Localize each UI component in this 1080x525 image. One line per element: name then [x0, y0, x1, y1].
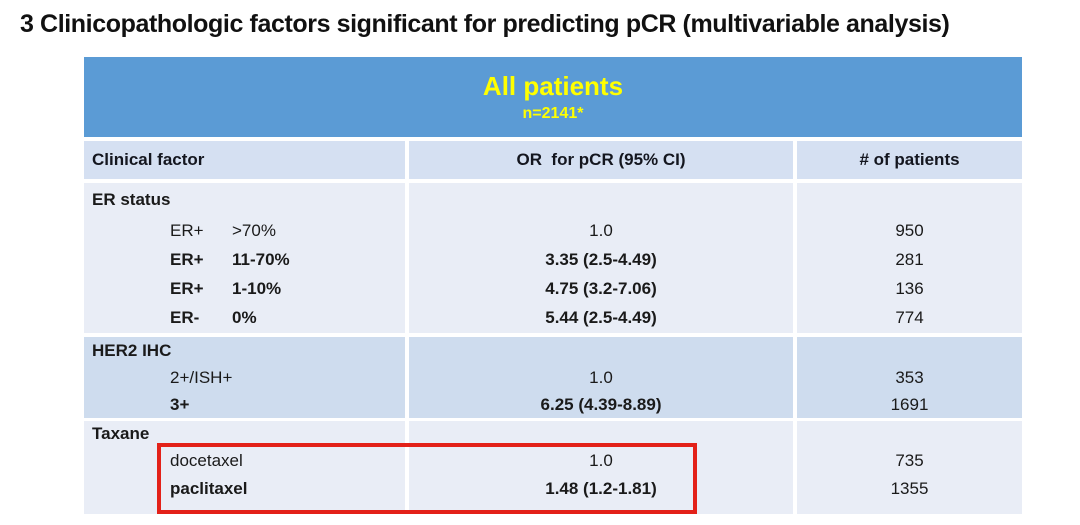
column-divider [405, 141, 409, 514]
group-taxane: Taxane docetaxel 1.0 735 paclitaxel 1.48… [84, 421, 1022, 514]
row-or-er-neg: 5.44 (2.5-4.49) [545, 307, 657, 327]
row-n-er-neg: 774 [895, 307, 924, 327]
col-header-num-patients: # of patients [859, 150, 960, 169]
group-label-taxane: Taxane [92, 424, 150, 443]
row-n-er-1-10: 136 [895, 278, 924, 298]
col-header-or-pcr: OR for pCR (95% CI) [516, 150, 686, 169]
row-label-part: ER+ [170, 249, 204, 269]
row-label-her2-2plus: 2+/ISH+ [84, 364, 405, 391]
row-or-docetaxel: 1.0 [589, 451, 613, 470]
row-label-part: docetaxel [170, 451, 243, 470]
row-label-er-1-10: ER+ 1-10% [84, 274, 405, 303]
group-her2-ihc: HER2 IHC 2+/ISH+ 1.0 353 3+ 6.25 (4.39-8… [84, 337, 1022, 418]
row-n-her2-3plus: 1691 [890, 394, 929, 414]
row-or-paclitaxel: 1.48 (1.2-1.81) [545, 479, 657, 498]
row-label-part: 0% [232, 307, 257, 327]
results-table: All patients n=2141* Clinical factor OR … [84, 57, 1022, 514]
row-label-part: 3+ [170, 394, 190, 414]
row-label-er-11-70: ER+ 11-70% [84, 245, 405, 274]
row-or-er-1-10: 4.75 (3.2-7.06) [545, 278, 657, 298]
group-label-her2-ihc: HER2 IHC [92, 340, 172, 360]
row-label-part: >70% [232, 220, 276, 240]
row-label-part: 11-70% [232, 249, 290, 269]
empty-cell [409, 421, 793, 447]
row-n-er-11-70: 281 [895, 249, 924, 269]
empty-cell [797, 337, 1022, 364]
empty-cell [797, 183, 1022, 216]
table-title-band: All patients n=2141* [84, 57, 1022, 137]
column-header-row: Clinical factor OR for pCR (95% CI) # of… [84, 141, 1022, 179]
row-label-part: 2+/ISH+ [170, 367, 233, 387]
col-header-clinical-factor: Clinical factor [92, 150, 205, 169]
row-label-part: ER- [170, 307, 200, 327]
table-title: All patients [482, 71, 624, 101]
row-n-paclitaxel: 1355 [890, 479, 929, 498]
table-subtitle: n=2141* [522, 105, 584, 122]
group-er-status: ER status ER+ >70% 1.0 950 ER+ 11-70% 3.35… [84, 183, 1022, 333]
row-label-part: ER+ [170, 220, 204, 240]
row-n-er-gt70: 950 [895, 220, 924, 240]
empty-cell [409, 337, 793, 364]
row-n-docetaxel: 735 [895, 451, 924, 470]
row-or-er-gt70: 1.0 [589, 220, 613, 240]
empty-cell [797, 421, 1022, 447]
group-label-er-status: ER status [92, 189, 171, 209]
row-label-paclitaxel: paclitaxel [84, 475, 405, 503]
row-label-part: paclitaxel [170, 479, 248, 498]
row-or-her2-3plus: 6.25 (4.39-8.89) [540, 394, 662, 414]
row-or-her2-2plus: 1.0 [589, 367, 613, 387]
row-label-er-gt70: ER+ >70% [84, 216, 405, 245]
row-label-er-neg: ER- 0% [84, 303, 405, 332]
row-label-part: ER+ [170, 278, 204, 298]
row-label-her2-3plus: 3+ [84, 391, 405, 418]
row-label-docetaxel: docetaxel [84, 447, 405, 475]
row-label-part: 1-10% [232, 278, 282, 298]
page-title: 3 Clinicopathologic factors significant … [20, 10, 950, 38]
row-n-her2-2plus: 353 [895, 367, 924, 387]
empty-cell [409, 183, 793, 216]
column-divider [793, 141, 797, 514]
row-or-er-11-70: 3.35 (2.5-4.49) [545, 249, 657, 269]
